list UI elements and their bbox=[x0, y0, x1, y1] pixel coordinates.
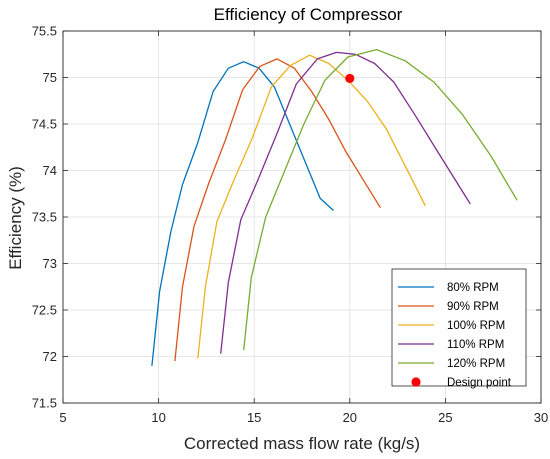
axis-tick-labels: 5 10 15 20 25 30 71.5 72 72.5 73 73.5 74 74.5 75 75.5 bbox=[32, 24, 549, 426]
legend-label: Design point bbox=[447, 377, 512, 389]
y-tick-label: 75.5 bbox=[32, 24, 57, 39]
legend-label: 90% RPM bbox=[447, 301, 499, 313]
x-tick-label: 30 bbox=[534, 410, 548, 425]
points-layer bbox=[345, 73, 355, 84]
y-tick-label: 71.5 bbox=[32, 396, 57, 411]
x-tick-label: 10 bbox=[151, 410, 165, 425]
y-tick-label: 72 bbox=[43, 349, 57, 364]
series-line-100-rpm bbox=[197, 54, 426, 359]
chart-title: Efficiency of Compressor bbox=[214, 5, 403, 24]
legend-label: 80% RPM bbox=[447, 282, 499, 294]
series-line-90-rpm bbox=[174, 58, 381, 362]
x-tick-label: 15 bbox=[247, 410, 261, 425]
y-tick-label: 74.5 bbox=[32, 117, 57, 132]
axis-ticks bbox=[62, 30, 542, 404]
legend-label: 110% RPM bbox=[447, 339, 504, 351]
y-tick-label: 75 bbox=[43, 70, 57, 85]
x-axis-title: Corrected mass flow rate (kg/s) bbox=[184, 434, 420, 453]
legend-label: 120% RPM bbox=[447, 358, 505, 370]
legend: 80% RPM 90% RPM 100% RPM 110% RPM 120% RPM De… bbox=[391, 268, 527, 389]
y-axis-title: Efficiency (%) bbox=[6, 166, 25, 270]
legend-label: 100% RPM bbox=[447, 320, 505, 332]
legend-box bbox=[391, 268, 527, 387]
x-tick-label: 20 bbox=[343, 410, 357, 425]
series-line-80-rpm bbox=[151, 61, 334, 366]
legend-marker bbox=[411, 377, 421, 387]
series-line-110-rpm bbox=[220, 51, 471, 354]
design-point-marker bbox=[345, 73, 355, 84]
x-tick-label: 5 bbox=[59, 410, 66, 425]
series-layer bbox=[151, 48, 518, 366]
series-line-120-rpm bbox=[243, 48, 518, 351]
y-tick-label: 73.5 bbox=[32, 210, 57, 225]
y-tick-label: 74 bbox=[43, 163, 57, 178]
y-tick-label: 72.5 bbox=[32, 303, 57, 318]
x-tick-label: 25 bbox=[438, 410, 452, 425]
y-tick-label: 73 bbox=[43, 256, 57, 271]
